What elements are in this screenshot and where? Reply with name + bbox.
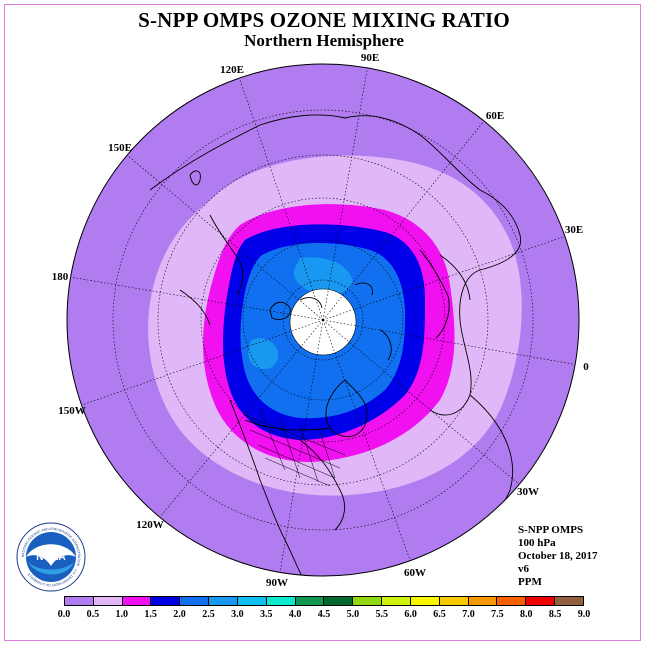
colorbar-tick-label: 8.5 [548, 609, 562, 620]
colorbar-segment [526, 597, 556, 605]
meridian-lines [69, 64, 579, 573]
colorbar-segment [237, 597, 267, 605]
colorbar-tick-label: 9.0 [577, 609, 591, 620]
zone-2.5-3.0-b [248, 338, 279, 370]
info-instrument: S-NPP OMPS [518, 524, 584, 536]
info-version: v6 [518, 563, 529, 575]
zone-2.5-3.0-a [293, 257, 353, 295]
lon-label-90w: 90W [266, 577, 288, 589]
colorbar-segment [65, 597, 94, 605]
longitude-labels: 90E 60E 30E 0 30W 60W 90W 120W 150W 180 … [52, 52, 590, 589]
colorbar-tick-label: 1.5 [144, 609, 157, 620]
colorbar-segment [410, 597, 440, 605]
lon-label-150w: 150W [58, 405, 86, 417]
colorbar-ticks: 0.0 0.5 1.0 1.5 2.0 2.5 3.0 3.5 4.0 4.5 5.0 5.5 6.0 6… [58, 609, 591, 623]
colorbar-tick-label: 4.5 [317, 609, 331, 620]
map-disk-border [66, 63, 580, 577]
lon-label-150e: 150E [108, 142, 132, 154]
colorbar-tick-label: 6.0 [404, 609, 417, 620]
colorbar-segment [266, 597, 296, 605]
colorbar-tick-label: 8.0 [519, 609, 533, 620]
colorbar-tick-label: 0.0 [57, 609, 71, 620]
colorbar-segment [122, 597, 152, 605]
colorbar-tick-label: 7.0 [462, 609, 475, 620]
info-date: October 18, 2017 [518, 550, 598, 562]
lon-label-90e: 90E [361, 52, 379, 64]
noaa-logo: NOAA NATIONAL OCEANIC AND ATMOSPHERIC AD… [16, 522, 86, 592]
colorbar-segment [382, 597, 411, 605]
colorbar-segment [180, 597, 210, 605]
info-block: S-NPP OMPS 100 hPa October 18, 2017 v6 P… [518, 524, 598, 589]
colorbar-tick-label: 7.5 [491, 609, 504, 620]
info-units: PPM [518, 576, 542, 588]
colorbar-segment [555, 597, 583, 605]
map-subtitle: Northern Hemisphere [244, 31, 404, 50]
colorbar-tick-label: 1.0 [115, 609, 129, 620]
image-frame [4, 4, 641, 641]
colorbar-segment [324, 597, 354, 605]
info-level: 100 hPa [518, 537, 556, 549]
lon-label-120e: 120E [220, 64, 244, 76]
colorbar-tick-label: 2.0 [173, 609, 186, 620]
map-title: S-NPP OMPS OZONE MIXING RATIO [138, 8, 510, 32]
lon-label-60w: 60W [404, 567, 426, 579]
colorbar-tick-label: 5.0 [346, 609, 360, 620]
colorbar-tick-label: 6.5 [433, 609, 446, 620]
colorbar-tick-label: 3.0 [231, 609, 244, 620]
noaa-logo-text: NOAA [36, 552, 65, 563]
lon-label-180: 180 [52, 271, 69, 283]
colorbar-tick-label: 3.5 [259, 609, 273, 620]
colorbar-segment [209, 597, 238, 605]
colorbar-segment [439, 597, 469, 605]
colorbar-tick-label: 0.5 [86, 609, 100, 620]
latitude-circles [112, 109, 534, 531]
pole-hole-border [289, 288, 357, 356]
no-data-pole [290, 289, 356, 355]
lon-label-60e: 60E [486, 110, 504, 122]
colorbar-segment [468, 597, 498, 605]
colorbar [64, 596, 584, 606]
colorbar-segment [93, 597, 123, 605]
colorbar-tick-label: 2.5 [202, 609, 215, 620]
colorbar-tick-label: 4.0 [288, 609, 302, 620]
lon-label-120w: 120W [136, 519, 164, 531]
us-state-lines [244, 409, 346, 487]
colorbar-segment [353, 597, 383, 605]
colorbar-segment [151, 597, 181, 605]
colorbar-tick-label: 5.5 [375, 609, 389, 620]
lon-label-30w: 30W [517, 486, 539, 498]
lon-label-0: 0 [583, 361, 589, 373]
colorbar-segment [497, 597, 527, 605]
lon-label-30e: 30E [565, 224, 583, 236]
colorbar-segment [295, 597, 325, 605]
